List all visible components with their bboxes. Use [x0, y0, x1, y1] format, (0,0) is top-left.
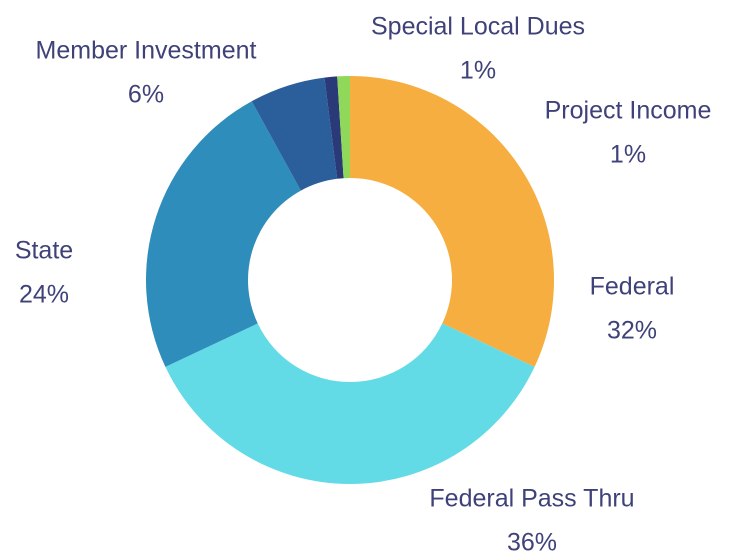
slice-value-label: 32%: [607, 317, 657, 345]
slice-value-label: 36%: [507, 529, 557, 557]
donut-slice: [165, 323, 535, 485]
slice-label: Project Income: [545, 97, 712, 125]
donut-slice: [324, 76, 344, 179]
donut-slice: [146, 101, 301, 367]
slice-label: State: [15, 237, 73, 265]
slice-label: Federal: [590, 273, 675, 301]
slice-value-label: 6%: [128, 81, 164, 109]
donut-slice: [251, 77, 338, 191]
slice-value-label: 1%: [610, 141, 646, 169]
slice-label: Member Investment: [36, 37, 257, 65]
donut-slice: [337, 76, 350, 179]
donut-slice: [350, 76, 554, 367]
slice-label: Special Local Dues: [371, 13, 585, 41]
slice-value-label: 24%: [19, 281, 69, 309]
slice-value-label: 1%: [460, 57, 496, 85]
slice-label: Federal Pass Thru: [429, 485, 634, 513]
